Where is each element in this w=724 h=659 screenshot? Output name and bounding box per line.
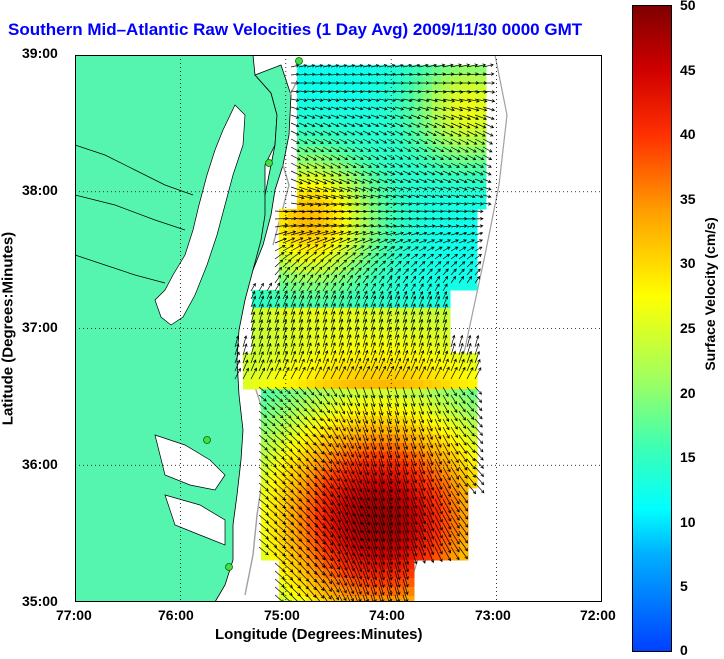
chesapeake-bay <box>154 104 246 326</box>
colorbar-tick: 35 <box>680 191 696 207</box>
x-tick-label: 74:00 <box>369 607 405 623</box>
colorbar-tick: 10 <box>680 514 696 530</box>
x-axis-label: Longitude (Degrees:Minutes) <box>215 626 423 643</box>
map-canvas <box>75 55 602 602</box>
station-marker <box>265 159 273 167</box>
x-tick-label: 73:00 <box>475 607 511 623</box>
y-tick-label: 36:00 <box>22 456 58 472</box>
y-tick-label: 37:00 <box>22 319 58 335</box>
map-title: Southern Mid–Atlantic Raw Velocities (1 … <box>8 20 583 39</box>
colorbar-tick: 0 <box>680 642 688 658</box>
x-tick-label: 75:00 <box>264 607 300 623</box>
colorbar-tick: 5 <box>680 578 688 594</box>
velocity-vectors <box>234 63 496 602</box>
river-2 <box>75 194 186 231</box>
y-tick-label: 35:00 <box>22 593 58 609</box>
river-1 <box>75 144 194 196</box>
colorbar <box>632 5 672 652</box>
station-marker <box>295 57 303 65</box>
y-tick-label: 39:00 <box>22 45 58 61</box>
colorbar-tick: 40 <box>680 126 696 142</box>
colorbar-tick: 50 <box>680 0 696 13</box>
station-marker <box>203 436 211 444</box>
colorbar-label: Surface Velocity (cm/s) <box>702 217 718 371</box>
y-tick-label: 38:00 <box>22 182 58 198</box>
colorbar-tick: 30 <box>680 255 696 271</box>
x-tick-label: 72:00 <box>580 607 616 623</box>
river-3 <box>75 254 166 284</box>
map-plot-area <box>75 55 602 602</box>
land-delmarva <box>252 64 292 271</box>
x-tick-label: 77:00 <box>56 607 92 623</box>
colorbar-tick: 45 <box>680 62 696 78</box>
station-marker <box>225 563 233 571</box>
sound-1 <box>154 434 226 491</box>
colorbar-tick: 25 <box>680 320 696 336</box>
y-axis-label: Latitude (Degrees:Minutes) <box>0 231 17 426</box>
x-tick-label: 76:00 <box>158 607 194 623</box>
colorbar-tick: 20 <box>680 385 696 401</box>
colorbar-tick: 15 <box>680 449 696 465</box>
